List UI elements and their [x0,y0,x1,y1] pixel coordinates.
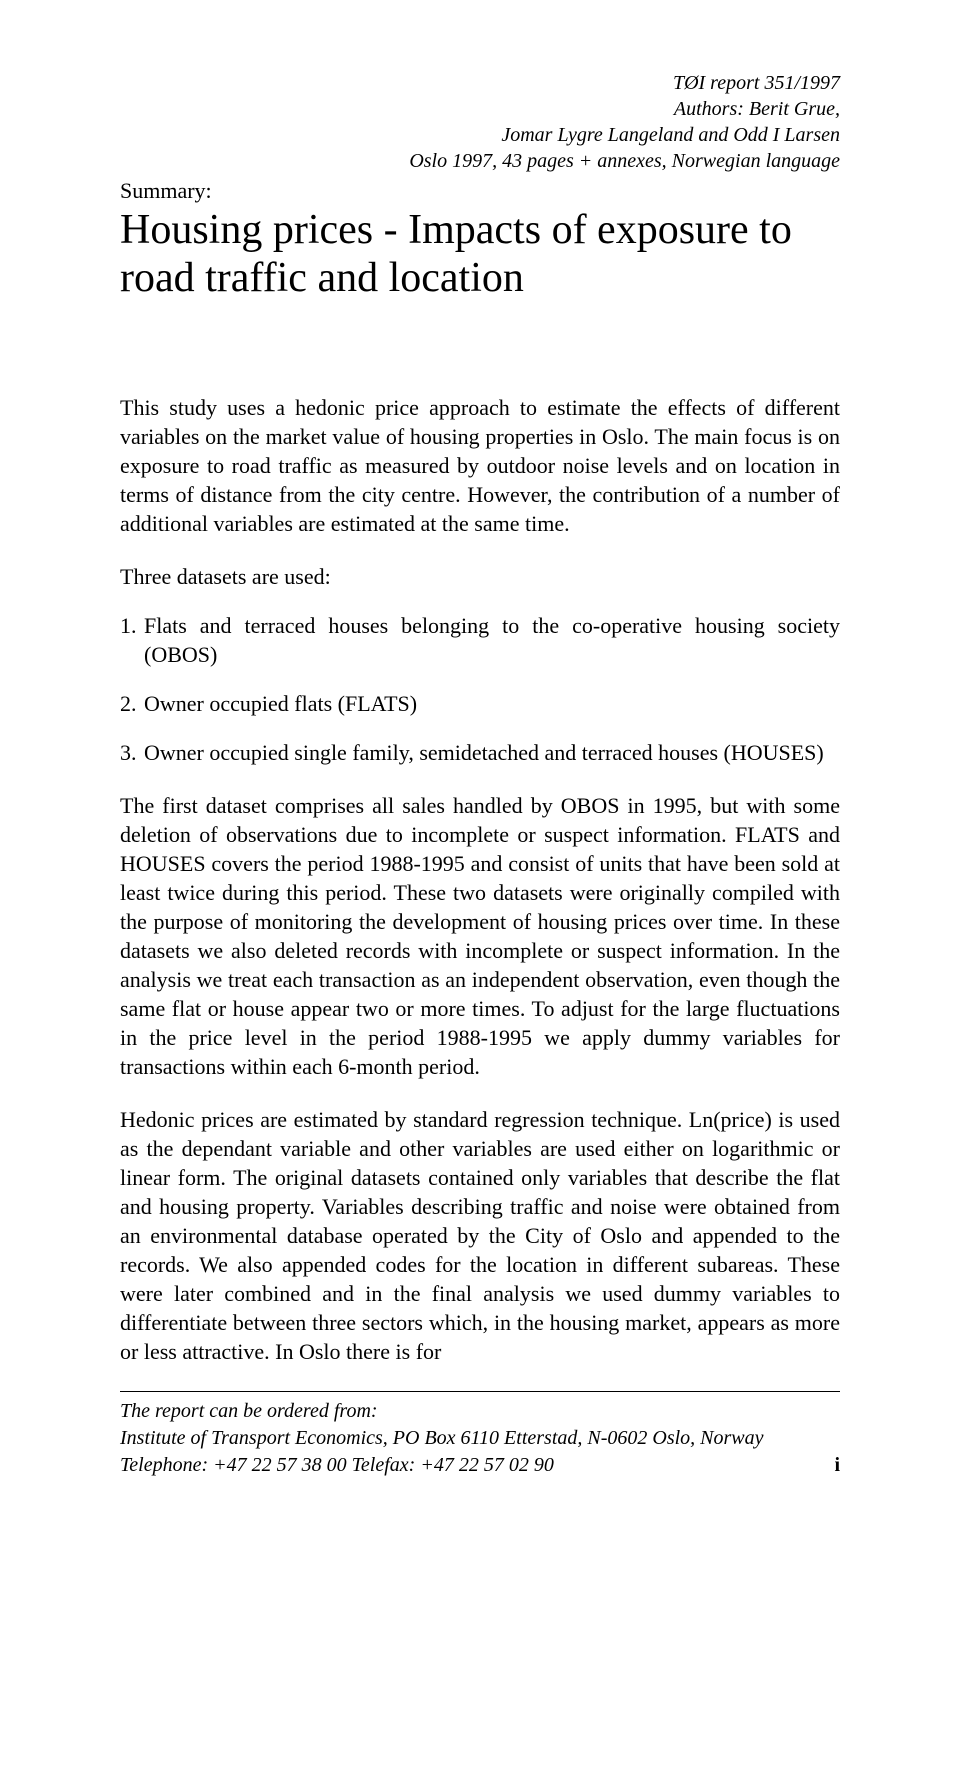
footer-address: Institute of Transport Economics, PO Box… [120,1425,840,1452]
footer-block: The report can be ordered from: Institut… [120,1391,840,1479]
list-text: Owner occupied flats (FLATS) [144,689,840,718]
authors-line-1: Authors: Berit Grue, [120,96,840,122]
paragraph-hedonic: Hedonic prices are estimated by standard… [120,1105,840,1366]
list-text: Owner occupied single family, semidetach… [144,738,840,767]
paragraph-first-dataset: The first dataset comprises all sales ha… [120,791,840,1081]
list-item: 1. Flats and terraced houses belonging t… [120,611,840,669]
header-block: TØI report 351/1997 Authors: Berit Grue,… [120,70,840,174]
authors-line-2: Jomar Lygre Langeland and Odd I Larsen [120,122,840,148]
list-number: 2. [120,689,144,718]
list-number: 1. [120,611,144,669]
list-text: Flats and terraced houses belonging to t… [144,611,840,669]
list-item: 3. Owner occupied single family, semidet… [120,738,840,767]
dataset-list: 1. Flats and terraced houses belonging t… [120,611,840,767]
summary-label: Summary: [120,178,840,204]
list-item: 2. Owner occupied flats (FLATS) [120,689,840,718]
footer-telephone: Telephone: +47 22 57 38 00 Telefax: +47 … [120,1452,554,1479]
footer-contact-row: Telephone: +47 22 57 38 00 Telefax: +47 … [120,1452,840,1479]
paragraph-datasets-lead: Three datasets are used: [120,562,840,591]
document-page: TØI report 351/1997 Authors: Berit Grue,… [0,0,960,1519]
footer-order-label: The report can be ordered from: [120,1398,840,1425]
publication-info: Oslo 1997, 43 pages + annexes, Norwegian… [120,148,840,174]
document-title: Housing prices - Impacts of exposure to … [120,206,840,303]
report-number: TØI report 351/1997 [120,70,840,96]
page-number: i [834,1452,840,1479]
paragraph-intro: This study uses a hedonic price approach… [120,393,840,538]
list-number: 3. [120,738,144,767]
